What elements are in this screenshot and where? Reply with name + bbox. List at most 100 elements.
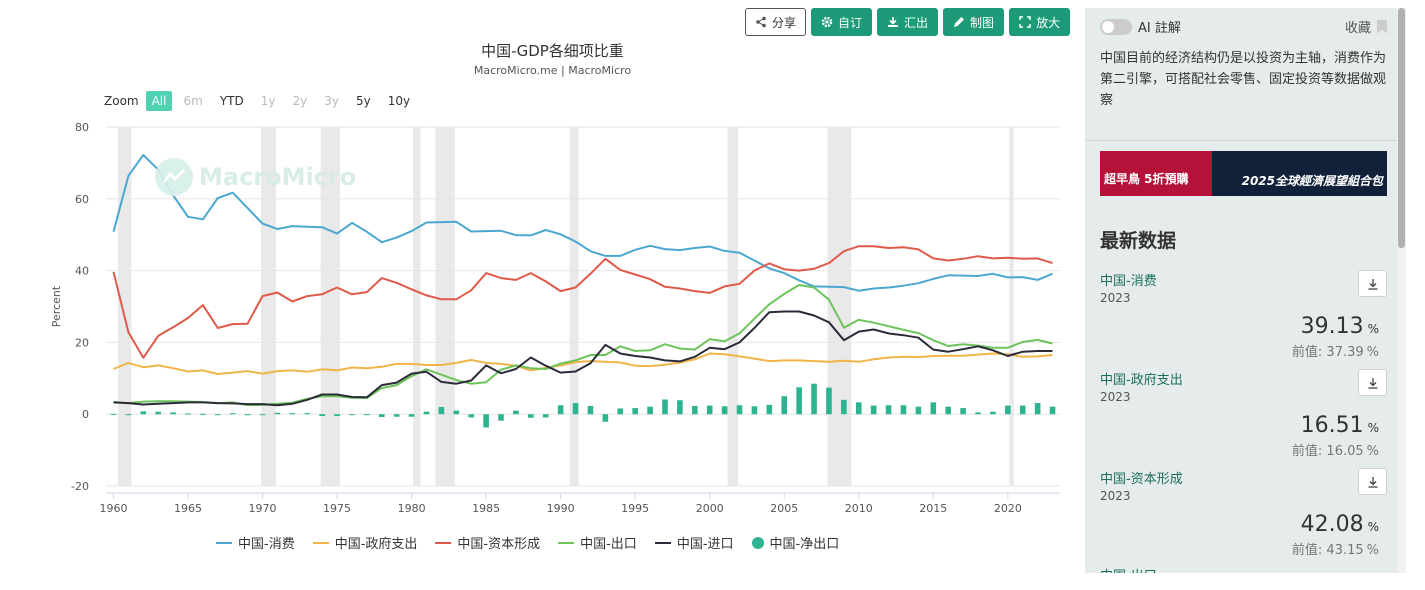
net-exports-bar [185, 413, 191, 415]
net-exports-bar [855, 402, 862, 415]
recession-band [117, 127, 132, 486]
range-button-3y[interactable]: 3y [324, 94, 339, 108]
panel-scrollbar[interactable] [1397, 8, 1406, 573]
range-button-1y[interactable]: 1y [260, 94, 276, 108]
y-tick-label: 40 [75, 265, 89, 278]
prev-label: 前值: [1291, 444, 1323, 459]
legend-item[interactable]: 中国-政府支出 [312, 533, 417, 552]
divider [1085, 140, 1397, 141]
export-button[interactable]: 汇出 [877, 8, 939, 36]
prev-unit: % [1366, 543, 1379, 558]
prev-label: 前值: [1291, 543, 1323, 558]
net-exports-bar [691, 405, 698, 415]
net-exports-bar [408, 414, 415, 417]
share-icon [756, 16, 766, 28]
y-tick-label: 20 [75, 336, 89, 349]
ai-toggle[interactable] [1100, 18, 1132, 35]
custom-label: 自订 [838, 15, 863, 30]
range-button-10y[interactable]: 10y [387, 94, 411, 108]
recession-band [435, 127, 455, 486]
net-exports-bar [736, 405, 743, 415]
legend-item[interactable]: 中国-消费 [216, 533, 295, 552]
download-button[interactable] [1358, 468, 1387, 495]
net-exports-bar [602, 414, 609, 422]
scrollbar-thumb[interactable] [1398, 8, 1405, 248]
latest-item-previous: 前值: 16.05% [1292, 440, 1379, 459]
range-button-2y[interactable]: 2y [292, 94, 308, 108]
watermark: MacroMicro [155, 158, 356, 196]
net-exports-bar [319, 414, 325, 416]
download-icon [1368, 278, 1377, 290]
x-tick-label: 2010 [845, 502, 873, 515]
net-exports-bar [140, 411, 147, 415]
net-exports-bar [274, 412, 281, 415]
latest-item-capital: 中国-资本形成 2023 42.08% 前值: 43.15% [1100, 468, 1387, 558]
range-selector: Zoom All 6m YTD 1y 2y 3y 5y 10y [104, 91, 416, 111]
legend-item[interactable]: 中国-出口 [558, 533, 637, 552]
custom-button[interactable]: 自订 [811, 8, 873, 36]
chart-toolbar: 分享 自订 汇出 制图 放大 [745, 8, 1071, 36]
net-exports-bar [647, 406, 653, 415]
zoom-in-button[interactable]: 放大 [1009, 8, 1071, 36]
promo-banner[interactable]: 超早鳥 5折預購 2025全球經濟展望組合包 [1100, 151, 1387, 196]
zoom-in-label: 放大 [1036, 15, 1061, 30]
recession-band [827, 127, 852, 486]
net-exports-bar [214, 414, 221, 416]
share-button[interactable]: 分享 [745, 8, 807, 36]
net-exports-bar [870, 405, 877, 415]
y-tick-label: 80 [75, 121, 89, 134]
draw-button[interactable]: 制图 [943, 8, 1005, 36]
download-icon [888, 17, 899, 27]
net-exports-bar [200, 413, 206, 415]
net-exports-bar [1005, 405, 1011, 415]
net-exports-bar [513, 410, 519, 415]
range-button-5y[interactable]: 5y [355, 94, 371, 108]
gear-icon [821, 16, 833, 28]
x-tick-label: 1990 [547, 502, 575, 515]
latest-item-name[interactable]: 中国-政府支出 [1100, 373, 1183, 388]
latest-item-name[interactable]: 中国-资本形成 [1100, 472, 1183, 487]
ai-annotation: AI 註解 [1100, 17, 1181, 36]
net-exports-bar [572, 403, 579, 415]
latest-item-exports-name[interactable]: 中国-出口 [1100, 565, 1157, 573]
legend-item[interactable]: 中国-资本形成 [435, 533, 540, 552]
watermark-text: MacroMicro [199, 163, 357, 191]
range-button-all[interactable]: All [145, 91, 173, 111]
prev-label: 前值: [1291, 345, 1323, 360]
prev-value: 16.05 [1326, 444, 1364, 459]
net-exports-bar [1049, 406, 1056, 415]
legend-dot-icon [751, 536, 764, 549]
net-exports-bar [557, 405, 564, 415]
latest-item-name[interactable]: 中国-消费 [1100, 274, 1157, 289]
net-exports-bar [378, 414, 385, 418]
recession-band [413, 127, 421, 486]
net-exports-bar [706, 405, 713, 415]
range-button-ytd[interactable]: YTD [219, 94, 244, 108]
latest-item-previous: 前值: 37.39% [1292, 341, 1379, 360]
download-button[interactable] [1358, 270, 1387, 297]
legend-label: 中国-出口 [580, 537, 637, 552]
gdp-breakdown-chart[interactable]: -20 0 20 40 60 80 Percent 1960 1965 1970 1975 1980 1… [0, 0, 1085, 530]
legend-item[interactable]: 中国-净出口 [751, 533, 839, 552]
range-button-6m[interactable]: 6m [183, 94, 203, 108]
legend-item[interactable]: 中国-进口 [654, 533, 734, 552]
y-tick-label: -20 [71, 480, 89, 493]
latest-item-consumption: 中国-消费 2023 39.13% 前值: 37.39% [1100, 270, 1387, 360]
net-exports-bar [528, 414, 534, 418]
x-tick-label: 2005 [770, 502, 798, 515]
legend-line-icon [558, 541, 575, 544]
value-unit: % [1367, 520, 1379, 534]
download-button[interactable] [1358, 369, 1387, 396]
net-exports-bar [334, 414, 340, 416]
net-exports-bar [721, 406, 728, 415]
series-line [113, 284, 1053, 407]
x-tick-label: 1970 [249, 502, 277, 515]
net-exports-bar [632, 408, 638, 415]
favorite-button[interactable]: 收藏 [1345, 17, 1387, 36]
value-number: 39.13 [1300, 314, 1364, 339]
legend-line-icon [312, 541, 329, 544]
net-exports-bar [677, 400, 683, 415]
net-exports-bar [304, 413, 311, 415]
side-panel: AI 註解 收藏 中国目前的经济结构仍是以投资为主轴，消费作为第二引擎，可搭配社… [1085, 8, 1397, 573]
latest-item-previous: 前值: 43.15% [1292, 539, 1379, 558]
